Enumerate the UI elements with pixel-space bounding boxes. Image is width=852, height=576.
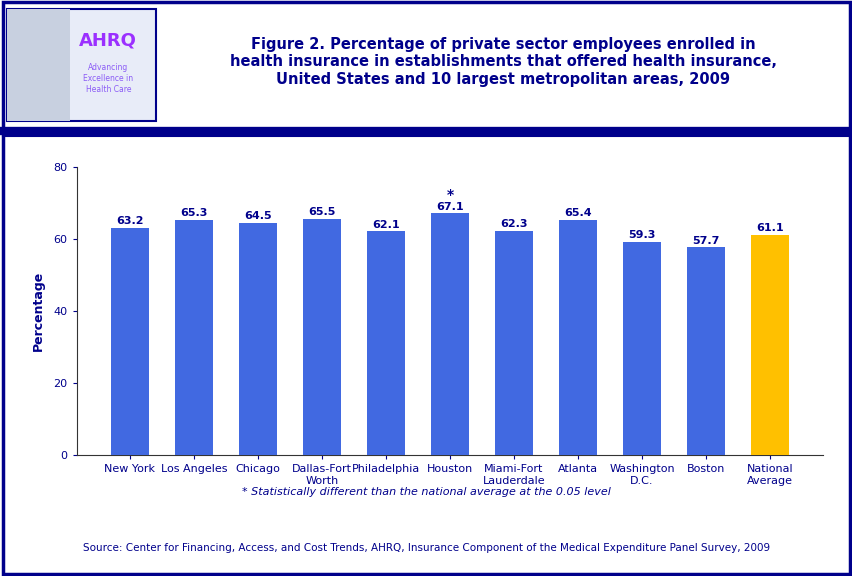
Text: 63.2: 63.2 bbox=[116, 216, 143, 226]
Bar bbox=[430, 214, 469, 455]
Bar bbox=[686, 247, 724, 455]
Text: 65.4: 65.4 bbox=[563, 208, 591, 218]
Text: 62.3: 62.3 bbox=[499, 219, 527, 229]
Bar bbox=[366, 232, 405, 455]
Text: 59.3: 59.3 bbox=[628, 230, 655, 240]
Text: 61.1: 61.1 bbox=[756, 223, 783, 233]
Text: 57.7: 57.7 bbox=[692, 236, 719, 245]
Bar bbox=[302, 219, 341, 455]
Text: 67.1: 67.1 bbox=[435, 202, 463, 212]
Bar bbox=[239, 223, 277, 455]
Text: AHRQ: AHRQ bbox=[79, 31, 137, 49]
Bar bbox=[750, 235, 788, 455]
Bar bbox=[494, 231, 532, 455]
Y-axis label: Percentage: Percentage bbox=[32, 271, 45, 351]
Text: 65.3: 65.3 bbox=[180, 208, 207, 218]
Text: * Statistically different than the national average at the 0.05 level: * Statistically different than the natio… bbox=[242, 487, 610, 498]
Text: Figure 2. Percentage of private sector employees enrolled in
health insurance in: Figure 2. Percentage of private sector e… bbox=[229, 37, 776, 87]
Text: 64.5: 64.5 bbox=[244, 211, 272, 221]
Bar bbox=[622, 241, 660, 455]
Bar bbox=[558, 219, 596, 455]
Bar bbox=[175, 220, 213, 455]
Text: *: * bbox=[446, 188, 453, 202]
Bar bbox=[111, 228, 149, 455]
Text: 62.1: 62.1 bbox=[371, 219, 400, 230]
Text: Source: Center for Financing, Access, and Cost Trends, AHRQ, Insurance Component: Source: Center for Financing, Access, an… bbox=[83, 543, 769, 554]
Text: Advancing
Excellence in
Health Care: Advancing Excellence in Health Care bbox=[83, 63, 133, 94]
Text: 65.5: 65.5 bbox=[308, 207, 335, 218]
